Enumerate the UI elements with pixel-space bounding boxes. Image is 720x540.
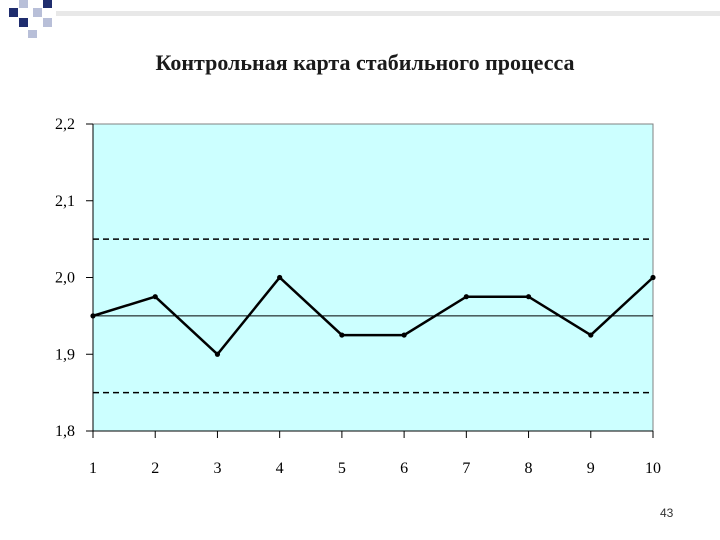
header-square-light-2 bbox=[33, 8, 42, 17]
y-tick-label: 1,9 bbox=[55, 346, 75, 363]
y-tick-label: 1,8 bbox=[55, 423, 75, 440]
data-point bbox=[152, 294, 158, 300]
x-tick-label: 1 bbox=[89, 460, 97, 477]
x-tick-label: 7 bbox=[462, 460, 470, 477]
data-point bbox=[401, 332, 407, 338]
x-tick-label: 10 bbox=[645, 460, 661, 477]
data-point bbox=[277, 274, 283, 281]
x-tick-label: 4 bbox=[276, 460, 284, 477]
plot-area bbox=[92, 123, 654, 432]
x-tick-label: 2 bbox=[151, 460, 159, 477]
data-point bbox=[525, 294, 532, 300]
page-number: 43 bbox=[660, 506, 674, 520]
series-line bbox=[92, 275, 654, 357]
data-point bbox=[214, 351, 221, 357]
header-band bbox=[56, 11, 720, 16]
y-tick-label: 2,0 bbox=[55, 270, 75, 287]
header-square-light-4 bbox=[28, 30, 37, 38]
header-square-light-1 bbox=[19, 0, 28, 8]
x-tick-label: 6 bbox=[400, 460, 408, 477]
x-tick-label: 8 bbox=[525, 460, 533, 477]
x-tick-label: 5 bbox=[338, 460, 346, 477]
header-square-dark-2 bbox=[19, 18, 28, 27]
header-decoration bbox=[9, 0, 720, 38]
header-square-dark-1 bbox=[9, 8, 18, 17]
data-point bbox=[463, 294, 469, 300]
data-point bbox=[339, 332, 345, 338]
y-tick-label: 2,1 bbox=[55, 193, 75, 210]
header-square-dark-3 bbox=[43, 0, 52, 8]
header-square-light-3 bbox=[43, 18, 52, 27]
data-point bbox=[650, 274, 656, 281]
chart-title: Контрольная карта стабильного процесса bbox=[155, 50, 575, 75]
x-tick-label: 9 bbox=[587, 460, 595, 477]
y-tick-label: 2,2 bbox=[55, 116, 75, 133]
data-point bbox=[90, 313, 96, 319]
data-point bbox=[588, 332, 594, 338]
x-tick-label: 3 bbox=[213, 460, 221, 477]
